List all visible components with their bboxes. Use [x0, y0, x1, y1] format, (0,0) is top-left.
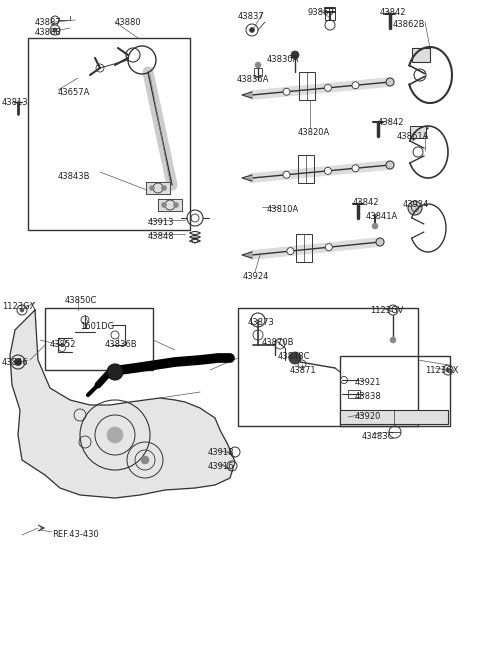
Text: 43873: 43873	[248, 318, 275, 327]
Text: 43836B: 43836B	[105, 340, 138, 349]
Circle shape	[173, 203, 179, 207]
Circle shape	[283, 171, 290, 178]
Text: 43846: 43846	[2, 358, 29, 367]
Bar	[410, 126, 426, 138]
Circle shape	[161, 203, 167, 207]
Circle shape	[149, 186, 155, 190]
Circle shape	[287, 247, 294, 255]
Circle shape	[324, 167, 331, 174]
Bar	[325, 8, 335, 20]
Circle shape	[141, 456, 149, 464]
Text: 43887: 43887	[35, 18, 62, 27]
Bar	[340, 410, 448, 424]
Text: 93860: 93860	[308, 8, 335, 17]
Text: 43841A: 43841A	[366, 212, 398, 221]
Bar	[254, 68, 262, 76]
Text: 43657A: 43657A	[58, 88, 90, 97]
Circle shape	[386, 78, 394, 86]
Text: 43483C: 43483C	[362, 432, 395, 441]
Bar	[238, 308, 418, 426]
Text: 1123GV: 1123GV	[370, 306, 403, 315]
Text: 43861A: 43861A	[397, 132, 430, 141]
Text: 43842: 43842	[353, 198, 380, 207]
Text: 43843B: 43843B	[58, 172, 91, 181]
Circle shape	[376, 238, 384, 246]
Circle shape	[250, 28, 254, 33]
Circle shape	[372, 223, 378, 229]
Text: 43836A: 43836A	[237, 75, 269, 84]
Text: 43913: 43913	[148, 218, 175, 227]
Text: 43880: 43880	[115, 18, 142, 27]
Circle shape	[352, 82, 359, 89]
Bar	[412, 48, 430, 62]
Bar	[299, 72, 315, 100]
Circle shape	[352, 165, 359, 172]
Text: 43830A: 43830A	[267, 55, 300, 64]
Text: 43852: 43852	[50, 340, 76, 349]
Text: 43921: 43921	[355, 378, 382, 387]
Bar	[340, 356, 450, 426]
Text: 43842: 43842	[380, 8, 407, 17]
Text: 43848: 43848	[148, 232, 175, 241]
Text: 43838: 43838	[355, 392, 382, 401]
Polygon shape	[242, 175, 252, 181]
Circle shape	[107, 427, 123, 443]
Circle shape	[386, 161, 394, 169]
Circle shape	[255, 62, 261, 68]
Text: 1123GX: 1123GX	[425, 366, 458, 375]
Text: 43820A: 43820A	[298, 128, 330, 137]
Text: 43916: 43916	[208, 462, 235, 471]
Circle shape	[161, 186, 167, 190]
Circle shape	[446, 368, 450, 372]
Text: 1601DG: 1601DG	[80, 322, 114, 331]
Polygon shape	[158, 199, 182, 211]
Circle shape	[107, 364, 123, 380]
Text: 43842: 43842	[378, 118, 405, 127]
Polygon shape	[242, 92, 252, 98]
Text: 43924: 43924	[243, 272, 269, 281]
Polygon shape	[146, 182, 170, 194]
Bar	[348, 390, 360, 398]
Circle shape	[390, 337, 396, 343]
Bar	[298, 155, 314, 183]
Text: 43862B: 43862B	[393, 20, 425, 29]
Text: 43918: 43918	[208, 448, 235, 457]
Circle shape	[20, 308, 24, 312]
Polygon shape	[242, 252, 252, 258]
Text: 43888: 43888	[35, 28, 62, 37]
Bar	[296, 234, 312, 262]
Text: 43871: 43871	[290, 366, 317, 375]
Circle shape	[283, 89, 290, 95]
Text: 43837: 43837	[238, 12, 265, 21]
Text: 43870B: 43870B	[262, 338, 295, 347]
Text: 43924: 43924	[403, 200, 430, 209]
Text: 43920: 43920	[355, 412, 382, 421]
Text: 43850C: 43850C	[65, 296, 97, 305]
Circle shape	[325, 243, 332, 251]
Circle shape	[291, 51, 299, 59]
Bar	[28, 38, 190, 230]
Circle shape	[289, 352, 301, 364]
Circle shape	[53, 28, 57, 32]
Text: 1123GX: 1123GX	[2, 302, 36, 311]
Bar	[45, 308, 153, 370]
Circle shape	[408, 201, 422, 215]
Polygon shape	[10, 310, 235, 498]
Text: 43813: 43813	[2, 98, 29, 107]
Text: 43848C: 43848C	[278, 352, 311, 361]
Circle shape	[324, 85, 331, 91]
Text: 43810A: 43810A	[267, 205, 299, 214]
Circle shape	[14, 358, 22, 365]
Text: REF.43-430: REF.43-430	[52, 530, 99, 539]
